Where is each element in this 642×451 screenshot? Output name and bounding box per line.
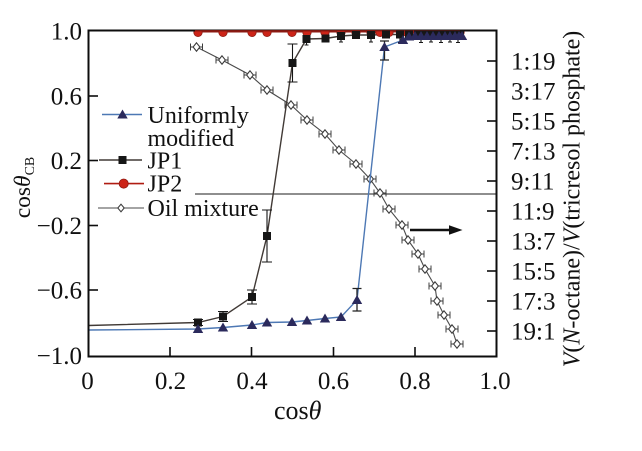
svg-text:0.2: 0.2 xyxy=(155,368,186,395)
svg-text:JP1: JP1 xyxy=(148,149,183,175)
svg-text:9:11: 9:11 xyxy=(511,169,555,196)
svg-text:0.4: 0.4 xyxy=(236,368,268,395)
svg-text:13:7: 13:7 xyxy=(511,229,555,256)
svg-text:cosθ: cosθ xyxy=(274,396,322,425)
svg-text:19:1: 19:1 xyxy=(511,319,555,346)
svg-text:7:13: 7:13 xyxy=(511,139,555,166)
svg-text:3:17: 3:17 xyxy=(511,79,555,106)
svg-text:−0.6: −0.6 xyxy=(37,278,82,305)
svg-text:15:5: 15:5 xyxy=(511,259,555,286)
svg-text:1:19: 1:19 xyxy=(511,49,555,76)
svg-text:11:9: 11:9 xyxy=(511,199,555,226)
svg-text:−1.0: −1.0 xyxy=(37,343,82,370)
svg-text:1.0: 1.0 xyxy=(479,368,510,395)
svg-text:0.6: 0.6 xyxy=(318,368,349,395)
svg-text:−0.2: −0.2 xyxy=(37,213,82,240)
svg-text:JP2: JP2 xyxy=(148,172,183,198)
svg-text:0.8: 0.8 xyxy=(399,368,430,395)
svg-text:5:15: 5:15 xyxy=(511,109,555,136)
svg-text:17:3: 17:3 xyxy=(511,289,555,316)
svg-text:0: 0 xyxy=(81,368,94,395)
svg-text:V(N-octane)/V(tricresol phosph: V(N-octane)/V(tricresol phosphate) xyxy=(560,31,586,368)
svg-text:modified: modified xyxy=(148,126,235,152)
svg-text:Oil mixture: Oil mixture xyxy=(148,196,259,222)
svg-text:0.6: 0.6 xyxy=(51,84,82,111)
svg-text:1.0: 1.0 xyxy=(51,19,82,46)
svg-text:Uniformly: Uniformly xyxy=(148,103,249,129)
svg-text:0.2: 0.2 xyxy=(51,148,82,175)
